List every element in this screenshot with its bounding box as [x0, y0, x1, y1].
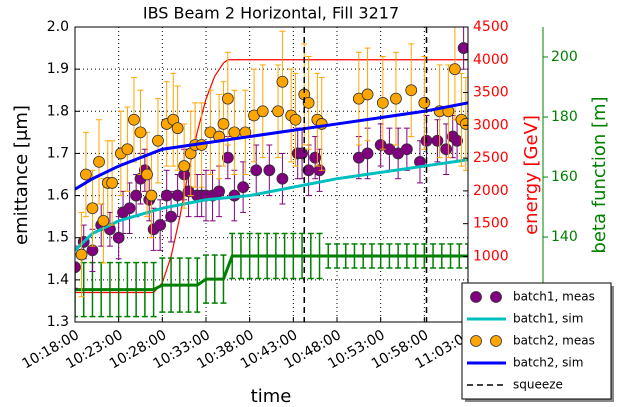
beta-tick-label: 160: [551, 169, 578, 185]
marker: [237, 181, 250, 194]
y-tick-label: 1.4: [47, 272, 69, 288]
legend: batch1, meas batch1, sim batch2, meas batch…: [461, 282, 614, 402]
marker: [221, 92, 234, 105]
marker: [106, 177, 119, 189]
y-tick-label: 1.3: [47, 314, 69, 330]
marker: [75, 261, 81, 274]
marker: [440, 143, 453, 156]
marker: [361, 147, 374, 160]
y-tick-label: 1.7: [47, 145, 69, 161]
chart-title: IBS Beam 2 Horizontal, Fill 3217: [143, 4, 399, 23]
energy-tick-label: 2000: [473, 183, 509, 199]
legend-label: batch1, meas: [513, 290, 595, 304]
marker: [171, 189, 184, 202]
beta-tick-label: 200: [551, 49, 578, 65]
marker: [263, 164, 276, 177]
marker: [451, 134, 463, 147]
legend-box: [461, 282, 612, 400]
marker: [123, 202, 136, 215]
marker: [272, 105, 284, 118]
energy-tick-label: 3500: [473, 85, 509, 101]
marker: [86, 202, 99, 215]
y-axis-label: emittance [μm]: [11, 105, 32, 245]
marker: [276, 75, 289, 88]
beta-tick-label: 180: [551, 109, 578, 125]
marker: [418, 96, 431, 109]
marker: [431, 134, 444, 147]
energy-tick-label: 2500: [473, 150, 509, 166]
legend-label: batch2, sim: [513, 356, 583, 370]
energy-tick-label: 4500: [473, 19, 509, 35]
legend-label: squeeze: [513, 378, 563, 392]
marker: [145, 189, 158, 202]
legend-marker: [490, 335, 502, 347]
marker: [457, 42, 468, 54]
marker: [221, 151, 234, 164]
marker: [130, 189, 143, 202]
legend-marker: [470, 335, 482, 347]
marker: [213, 185, 226, 198]
marker: [276, 172, 289, 185]
marker: [376, 96, 389, 109]
marker: [228, 126, 241, 139]
marker: [93, 155, 105, 168]
marker: [250, 164, 263, 177]
x-axis-label: time: [251, 386, 292, 407]
plot-frame: [74, 26, 469, 323]
beta-tick-label: 140: [551, 229, 578, 245]
marker: [302, 96, 315, 109]
beta-axis-label: beta function [m]: [589, 96, 610, 253]
y-tick-label: 1.6: [47, 188, 69, 204]
energy-tick-label: 1500: [473, 216, 509, 232]
legend-label: batch2, meas: [513, 334, 595, 348]
y-tick-label: 1.9: [47, 61, 69, 77]
axes: 10:18:0010:23:0010:28:0010:33:0010:38:00…: [20, 19, 578, 372]
marker: [75, 248, 88, 261]
marker: [97, 214, 110, 227]
energy-tick-label: 4000: [473, 52, 509, 68]
marker: [400, 143, 413, 156]
marker: [448, 63, 461, 76]
energy-tick-label: 3000: [473, 117, 509, 133]
marker: [217, 118, 230, 130]
marker: [390, 92, 402, 105]
y-tick-label: 1.8: [47, 103, 69, 119]
legend-marker: [470, 291, 482, 303]
marker: [152, 134, 164, 147]
marker: [154, 219, 167, 231]
y-tick-label: 2.0: [47, 19, 69, 35]
marker: [459, 118, 468, 130]
marker: [112, 231, 125, 244]
marker: [405, 84, 418, 97]
energy-axis-label: energy [GeV]: [521, 115, 542, 235]
plot-marks: [75, 27, 468, 322]
marker: [289, 113, 302, 126]
marker: [178, 160, 191, 172]
legend-marker: [490, 291, 502, 303]
marker: [134, 126, 147, 139]
marker: [171, 122, 184, 135]
energy-tick-label: 1000: [473, 248, 509, 264]
marker: [165, 210, 177, 223]
marker: [121, 143, 134, 156]
marker: [256, 105, 269, 118]
marker: [80, 168, 92, 181]
legend-label: batch1, sim: [513, 312, 583, 326]
marker: [361, 88, 374, 101]
marker: [128, 113, 140, 126]
y-tick-label: 1.5: [47, 230, 69, 246]
marker: [160, 189, 173, 202]
series-line: [75, 254, 468, 292]
series-line: [75, 101, 468, 191]
marker: [309, 151, 322, 164]
marker: [141, 168, 153, 181]
